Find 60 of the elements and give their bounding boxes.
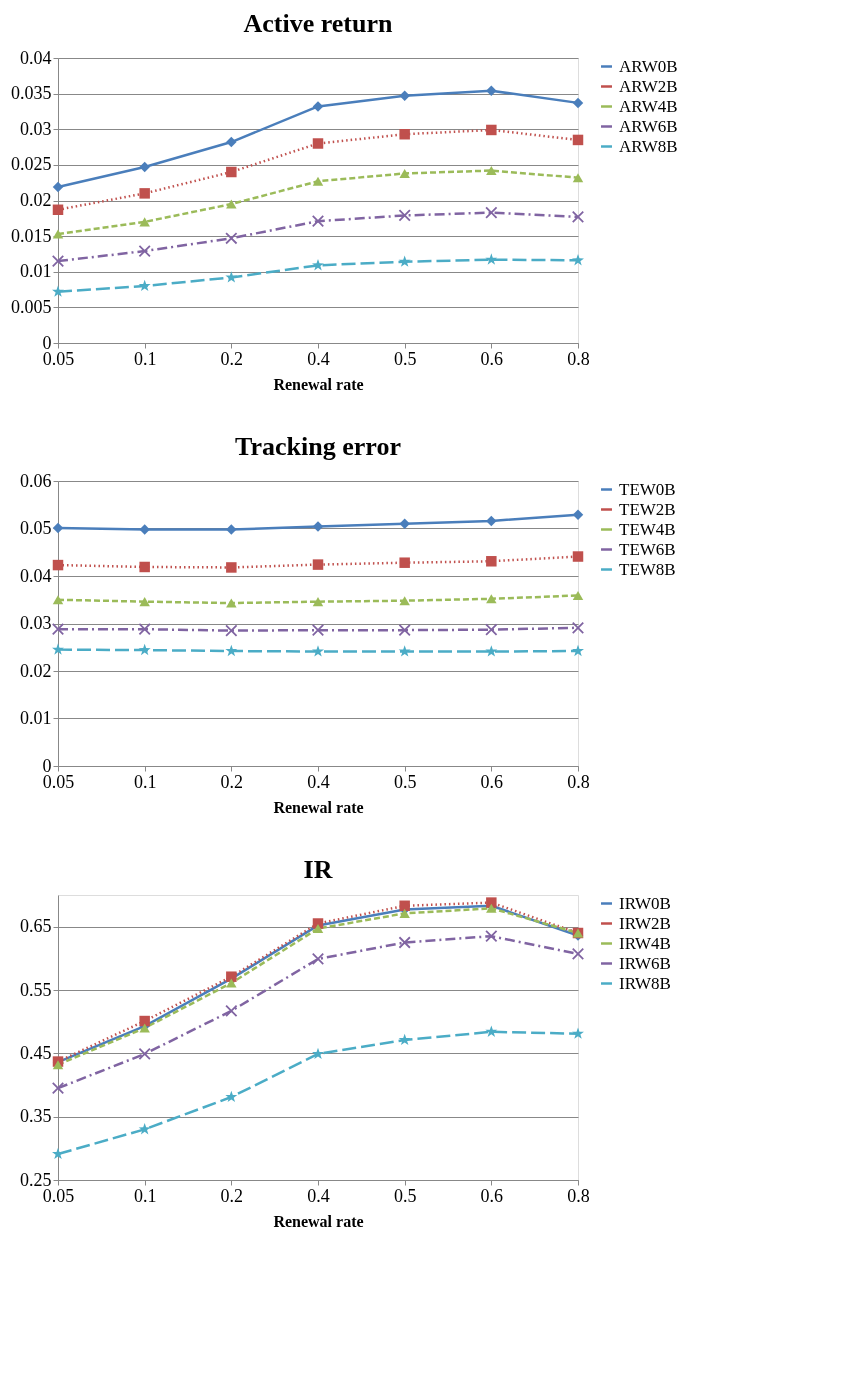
x-tick-label: 0.1 (133, 1185, 157, 1206)
y-tick-label: 0.01 (20, 261, 52, 282)
y-tick-label: 0.05 (20, 518, 52, 538)
y-tick-label: 0.005 (11, 296, 52, 317)
y-tick-label: 0.03 (20, 613, 52, 633)
chart-title: Tracking error (235, 432, 401, 461)
y-tick-label: 0.06 (20, 470, 52, 491)
y-tick-label: 0.01 (20, 708, 52, 728)
y-tick-label: 0.02 (20, 190, 52, 210)
x-tick-label: 0.6 (480, 1185, 504, 1206)
x-tick-label: 0.5 (393, 1185, 417, 1206)
legend-label: TEW8B (619, 559, 676, 579)
x-tick-label: 0.1 (133, 348, 157, 369)
legend-label: ARW6B (619, 116, 678, 136)
legend-label: IRW8B (619, 973, 671, 993)
chart-title: Active return (243, 9, 394, 38)
legend-label: TEW4B (619, 519, 676, 539)
legend-label: IRW4B (619, 933, 671, 953)
y-tick-label: 0.015 (11, 225, 52, 246)
x-tick-label: 0.1 (133, 771, 157, 792)
legend-label: ARW4B (619, 96, 678, 116)
y-tick-label: 0.25 (20, 1169, 52, 1190)
y-tick-label: 0.025 (11, 154, 52, 175)
x-tick-label: 0.8 (567, 1185, 590, 1206)
chart-title: IR (303, 855, 333, 884)
x-tick-label: 0.8 (567, 348, 590, 369)
x-tick-label: 0.2 (220, 1185, 244, 1206)
y-tick-label: 0.45 (20, 1042, 52, 1063)
x-tick-label: 0.2 (220, 348, 244, 369)
x-tick-label: 0.2 (220, 771, 244, 792)
y-tick-label: 0.04 (20, 47, 52, 68)
x-tick-label: 0.6 (480, 348, 504, 369)
y-tick-label: 0.55 (20, 979, 52, 1000)
y-tick-label: 0.035 (11, 83, 52, 104)
x-tick-label: 0.4 (307, 348, 330, 369)
x-tick-label: 0.4 (307, 771, 330, 792)
x-tick-label: 0.6 (480, 771, 504, 792)
legend-label: ARW2B (619, 76, 678, 96)
x-tick-label: 0.5 (393, 771, 417, 792)
y-tick-label: 0 (42, 332, 52, 353)
x-axis-title: Renewal rate (273, 798, 364, 816)
x-tick-label: 0.8 (567, 771, 590, 792)
y-tick-label: 0.03 (20, 118, 52, 139)
y-tick-label: 0 (42, 755, 52, 776)
x-axis-title: Renewal rate (273, 375, 364, 393)
y-tick-label: 0.65 (20, 916, 52, 937)
legend-label: TEW6B (619, 539, 676, 559)
legend-label: IRW0B (619, 893, 671, 913)
x-axis-title: Renewal rate (273, 1212, 364, 1230)
legend-label: ARW8B (619, 136, 678, 156)
y-tick-label: 0.35 (20, 1106, 52, 1127)
legend-label: IRW2B (619, 913, 671, 933)
y-tick-label: 0.02 (20, 660, 52, 681)
legend-label: TEW2B (619, 499, 676, 519)
legend-label: TEW0B (619, 479, 676, 499)
x-tick-label: 0.4 (307, 1185, 330, 1206)
y-tick-label: 0.04 (20, 565, 52, 586)
x-tick-label: 0.5 (393, 348, 417, 369)
legend-label: ARW0B (619, 56, 678, 76)
legend-label: IRW6B (619, 953, 671, 973)
